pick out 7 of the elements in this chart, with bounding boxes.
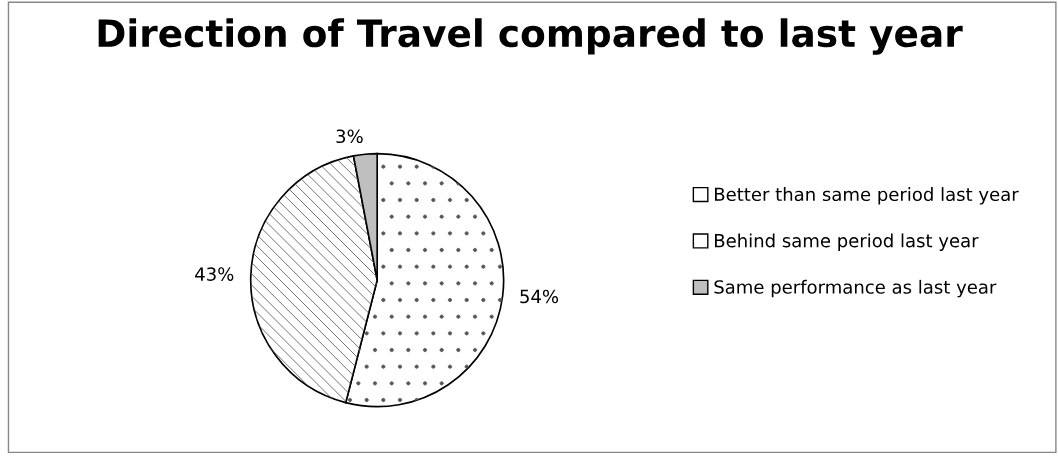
data-label: 54% [520,289,559,304]
legend-label: Behind same period last year [715,233,979,251]
chart-title: Direction of Travel compared to last year [98,18,963,55]
data-label: 3% [336,129,363,144]
data-label: 43% [195,267,234,281]
legend-label: Better than same period last year [715,187,1019,205]
legend-label: Same performance as last year [714,279,997,298]
